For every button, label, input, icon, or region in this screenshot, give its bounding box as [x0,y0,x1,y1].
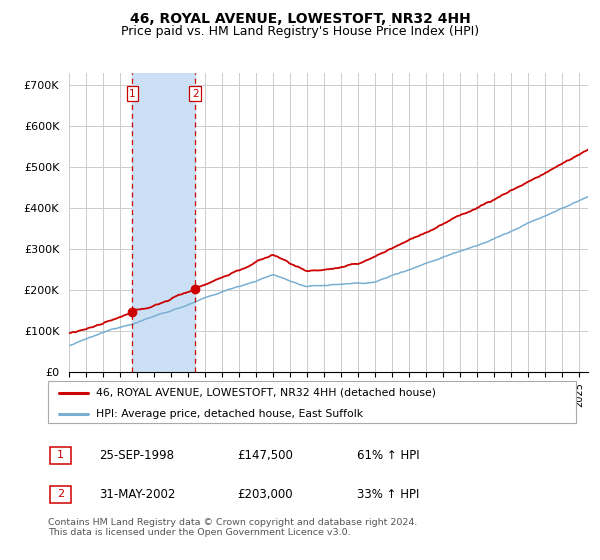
FancyBboxPatch shape [50,486,71,503]
Bar [133,73,195,372]
Text: 1: 1 [57,450,64,460]
Text: 2: 2 [57,489,64,500]
Text: Price paid vs. HM Land Registry's House Price Index (HPI): Price paid vs. HM Land Registry's House … [121,25,479,38]
Text: 33% ↑ HPI: 33% ↑ HPI [357,488,419,501]
Text: 46, ROYAL AVENUE, LOWESTOFT, NR32 4HH: 46, ROYAL AVENUE, LOWESTOFT, NR32 4HH [130,12,470,26]
Text: £147,500: £147,500 [237,449,293,462]
FancyBboxPatch shape [50,447,71,464]
Text: 46, ROYAL AVENUE, LOWESTOFT, NR32 4HH (detached house): 46, ROYAL AVENUE, LOWESTOFT, NR32 4HH (d… [95,388,436,398]
Text: 25-SEP-1998: 25-SEP-1998 [99,449,174,462]
Text: £203,000: £203,000 [237,488,293,501]
FancyBboxPatch shape [48,381,576,423]
Text: HPI: Average price, detached house, East Suffolk: HPI: Average price, detached house, East… [95,409,362,418]
Text: 2: 2 [192,89,199,99]
Text: 1: 1 [129,89,136,99]
Text: Contains HM Land Registry data © Crown copyright and database right 2024.
This d: Contains HM Land Registry data © Crown c… [48,518,418,538]
Text: 31-MAY-2002: 31-MAY-2002 [99,488,175,501]
Text: 61% ↑ HPI: 61% ↑ HPI [357,449,419,462]
